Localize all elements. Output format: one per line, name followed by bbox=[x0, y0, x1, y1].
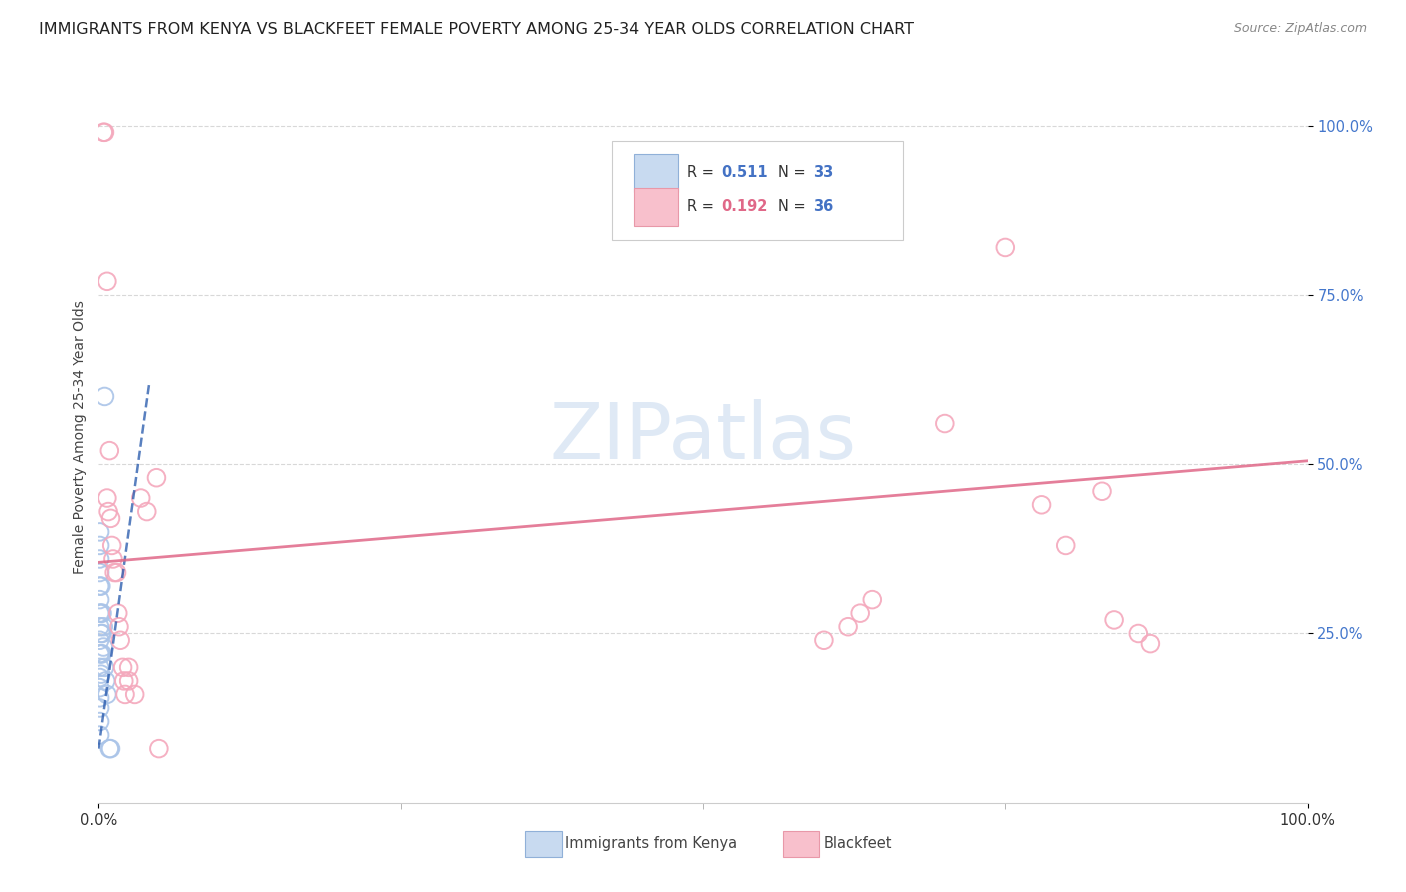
Text: 36: 36 bbox=[813, 199, 834, 214]
Point bbox=[108, 620, 131, 634]
Point bbox=[837, 620, 859, 634]
FancyBboxPatch shape bbox=[634, 154, 678, 192]
Point bbox=[98, 443, 121, 458]
Point bbox=[90, 606, 112, 620]
Text: 33: 33 bbox=[813, 165, 834, 180]
Point bbox=[90, 626, 112, 640]
Point bbox=[96, 274, 118, 288]
Point bbox=[124, 688, 146, 702]
Point bbox=[101, 552, 124, 566]
Point bbox=[994, 240, 1017, 254]
Text: R =: R = bbox=[688, 199, 718, 214]
Text: N =: N = bbox=[778, 165, 810, 180]
Text: N =: N = bbox=[778, 199, 810, 214]
Point bbox=[89, 701, 111, 715]
Point bbox=[89, 620, 111, 634]
Point bbox=[89, 714, 111, 729]
Point bbox=[89, 538, 111, 552]
Text: Immigrants from Kenya: Immigrants from Kenya bbox=[565, 837, 737, 851]
Point bbox=[105, 566, 128, 580]
Point bbox=[100, 538, 122, 552]
Text: 0.511: 0.511 bbox=[721, 165, 768, 180]
Point bbox=[90, 647, 112, 661]
Y-axis label: Female Poverty Among 25-34 Year Olds: Female Poverty Among 25-34 Year Olds bbox=[73, 300, 87, 574]
Point bbox=[89, 728, 111, 742]
Point bbox=[89, 660, 111, 674]
Point bbox=[93, 125, 115, 139]
Point bbox=[103, 566, 125, 580]
Point bbox=[90, 667, 112, 681]
Point bbox=[94, 673, 117, 688]
Point bbox=[107, 606, 129, 620]
Point bbox=[89, 579, 111, 593]
Point bbox=[91, 125, 114, 139]
Point bbox=[148, 741, 170, 756]
Text: Source: ZipAtlas.com: Source: ZipAtlas.com bbox=[1233, 22, 1367, 36]
Point bbox=[89, 566, 111, 580]
Point bbox=[111, 660, 134, 674]
Point bbox=[860, 592, 883, 607]
FancyBboxPatch shape bbox=[783, 830, 820, 857]
Point bbox=[89, 647, 111, 661]
Point bbox=[89, 606, 111, 620]
Point bbox=[90, 579, 112, 593]
Point bbox=[108, 633, 131, 648]
Point bbox=[96, 491, 118, 505]
Point bbox=[89, 552, 111, 566]
Text: IMMIGRANTS FROM KENYA VS BLACKFEET FEMALE POVERTY AMONG 25-34 YEAR OLDS CORRELAT: IMMIGRANTS FROM KENYA VS BLACKFEET FEMAL… bbox=[39, 22, 914, 37]
Point bbox=[93, 389, 115, 403]
Point bbox=[89, 690, 111, 705]
Point bbox=[97, 505, 120, 519]
Point bbox=[118, 673, 141, 688]
Text: Blackfeet: Blackfeet bbox=[824, 837, 893, 851]
FancyBboxPatch shape bbox=[634, 188, 678, 227]
Text: ZIPatlas: ZIPatlas bbox=[550, 399, 856, 475]
Point bbox=[100, 741, 122, 756]
Point bbox=[1054, 538, 1077, 552]
Point bbox=[1031, 498, 1053, 512]
Point bbox=[96, 688, 118, 702]
Point bbox=[1091, 484, 1114, 499]
Point bbox=[114, 688, 136, 702]
Point bbox=[145, 471, 167, 485]
Point bbox=[98, 741, 121, 756]
Point bbox=[1128, 626, 1150, 640]
Text: R =: R = bbox=[688, 165, 718, 180]
Point bbox=[91, 606, 114, 620]
Point bbox=[112, 673, 135, 688]
Text: 0.192: 0.192 bbox=[721, 199, 768, 214]
FancyBboxPatch shape bbox=[613, 141, 903, 240]
Point bbox=[129, 491, 152, 505]
Point bbox=[89, 524, 111, 539]
Point bbox=[89, 633, 111, 648]
FancyBboxPatch shape bbox=[526, 830, 561, 857]
Point bbox=[100, 511, 122, 525]
Point bbox=[118, 660, 141, 674]
Point bbox=[91, 647, 114, 661]
Point bbox=[1139, 637, 1161, 651]
Point bbox=[813, 633, 835, 648]
Point bbox=[89, 592, 111, 607]
Point bbox=[89, 681, 111, 695]
Point bbox=[135, 505, 157, 519]
Point bbox=[91, 620, 114, 634]
Point bbox=[934, 417, 956, 431]
Point bbox=[91, 640, 114, 654]
Point bbox=[93, 660, 115, 674]
Point bbox=[849, 606, 872, 620]
Point bbox=[89, 671, 111, 685]
Point bbox=[1102, 613, 1125, 627]
Point bbox=[91, 626, 114, 640]
